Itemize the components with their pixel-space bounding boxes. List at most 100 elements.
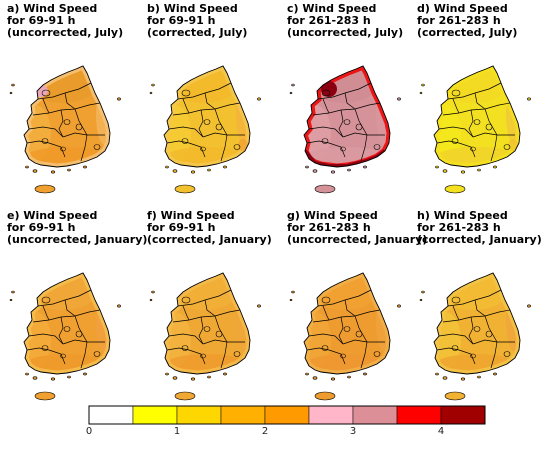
island bbox=[312, 169, 318, 173]
panel-title-line3: (corrected, July) bbox=[417, 26, 518, 39]
island bbox=[477, 375, 481, 379]
panel-title: d) Wind Speed for 261-283 h (corrected, Ju… bbox=[417, 3, 517, 39]
jeju-island bbox=[444, 184, 466, 194]
panel-title-line2: for 261-283 h bbox=[287, 221, 371, 234]
island bbox=[165, 372, 169, 376]
peninsula-map bbox=[9, 272, 121, 401]
island bbox=[493, 372, 497, 376]
panel-title-line2: for 261-283 h bbox=[417, 221, 501, 234]
island bbox=[207, 375, 211, 379]
peninsula-map bbox=[289, 272, 401, 401]
panel-title-line3: (corrected, July) bbox=[147, 26, 248, 39]
panel-title-line1: h) Wind Speed bbox=[417, 209, 508, 222]
island bbox=[149, 91, 153, 95]
coastline bbox=[163, 65, 251, 168]
peninsula-map bbox=[149, 272, 261, 401]
jeju-island bbox=[314, 391, 336, 401]
colorbar-tick-label: 2 bbox=[261, 426, 269, 437]
island bbox=[172, 169, 178, 173]
colorbar-tick-label: 0 bbox=[85, 426, 93, 437]
island bbox=[117, 304, 121, 308]
island bbox=[149, 298, 153, 302]
panel-title: g) Wind Speed for 261-283 h (uncorrected, … bbox=[287, 210, 427, 246]
peninsula-map bbox=[149, 65, 261, 194]
island bbox=[527, 304, 531, 308]
map-field bbox=[164, 273, 250, 374]
colorbar-bin bbox=[176, 405, 222, 425]
colorbar-bin bbox=[440, 405, 486, 425]
island bbox=[223, 372, 227, 376]
island bbox=[25, 165, 29, 169]
island bbox=[11, 83, 15, 87]
island bbox=[172, 376, 178, 380]
map-panel-h: h) Wind Speed for 261-283 h (corrected, Ja… bbox=[415, 210, 550, 408]
map-field bbox=[164, 66, 250, 167]
colorbar-bin bbox=[396, 405, 442, 425]
colorbar-bin bbox=[352, 405, 398, 425]
panel-title: a) Wind Speed for 69-91 h (uncorrected, Ju… bbox=[7, 3, 123, 39]
map-panel-e: e) Wind Speed for 69-91 h (uncorrected, Ja… bbox=[5, 210, 147, 408]
jeju-island bbox=[34, 184, 56, 194]
panel-title: f) Wind Speed for 69-91 h (corrected, Janu… bbox=[147, 210, 272, 246]
island bbox=[477, 168, 481, 172]
island bbox=[347, 375, 351, 379]
island bbox=[363, 165, 367, 169]
panel-title: b) Wind Speed for 69-91 h (corrected, July… bbox=[147, 3, 247, 39]
island bbox=[289, 298, 293, 302]
map-field bbox=[304, 273, 390, 374]
colorbar-bin bbox=[88, 405, 134, 425]
island bbox=[257, 97, 261, 101]
panel-title-line1: a) Wind Speed bbox=[7, 2, 98, 15]
colorbar-bin bbox=[220, 405, 266, 425]
island bbox=[257, 304, 261, 308]
colorbar-tick-label: 4 bbox=[437, 426, 445, 437]
panel-title-line1: b) Wind Speed bbox=[147, 2, 238, 15]
map-panel-d: d) Wind Speed for 261-283 h (corrected, Ju… bbox=[415, 3, 550, 201]
map-panel-b: b) Wind Speed for 69-91 h (corrected, July… bbox=[145, 3, 280, 201]
island bbox=[117, 97, 121, 101]
island bbox=[421, 83, 425, 87]
panel-title-line1: d) Wind Speed bbox=[417, 2, 508, 15]
island bbox=[419, 298, 423, 302]
island bbox=[67, 168, 71, 172]
coastline bbox=[303, 272, 391, 375]
island bbox=[190, 170, 196, 174]
island bbox=[460, 170, 466, 174]
island bbox=[435, 165, 439, 169]
island bbox=[305, 165, 309, 169]
panel-title-line3: (corrected, January) bbox=[147, 233, 272, 246]
jeju-island bbox=[34, 391, 56, 401]
panel-title-line1: g) Wind Speed bbox=[287, 209, 378, 222]
panel-title-line1: f) Wind Speed bbox=[147, 209, 235, 222]
peninsula-map bbox=[9, 65, 121, 194]
island bbox=[83, 372, 87, 376]
island bbox=[9, 91, 13, 95]
island bbox=[11, 290, 15, 294]
island bbox=[397, 304, 401, 308]
panel-title-line2: for 69-91 h bbox=[7, 221, 76, 234]
coastline bbox=[23, 65, 111, 168]
island bbox=[347, 168, 351, 172]
map-panel-f: f) Wind Speed for 69-91 h (corrected, Janu… bbox=[145, 210, 280, 408]
island bbox=[305, 372, 309, 376]
panel-title-line3: (uncorrected, July) bbox=[287, 26, 404, 39]
island bbox=[330, 377, 336, 381]
jeju-island bbox=[444, 391, 466, 401]
map-panel-c: c) Wind Speed for 261-283 h (uncorrected, … bbox=[285, 3, 420, 201]
island bbox=[9, 298, 13, 302]
island bbox=[435, 372, 439, 376]
island bbox=[363, 372, 367, 376]
panel-title-line1: c) Wind Speed bbox=[287, 2, 377, 15]
colorbar-bin bbox=[132, 405, 178, 425]
coastline bbox=[23, 272, 111, 375]
island bbox=[165, 165, 169, 169]
island bbox=[32, 169, 38, 173]
island bbox=[527, 97, 531, 101]
panel-title-line3: (uncorrected, January) bbox=[287, 233, 428, 246]
map-field bbox=[434, 273, 520, 374]
island bbox=[460, 377, 466, 381]
island bbox=[25, 372, 29, 376]
island bbox=[442, 376, 448, 380]
jeju-island bbox=[174, 391, 196, 401]
panel-title-line2: for 261-283 h bbox=[417, 14, 501, 27]
